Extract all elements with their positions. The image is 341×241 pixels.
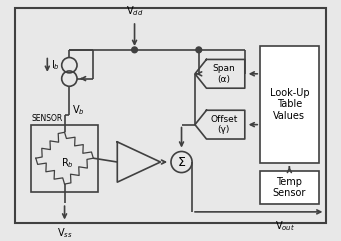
Circle shape [132,47,137,53]
Circle shape [171,152,192,173]
Polygon shape [195,60,245,88]
Polygon shape [195,110,245,139]
Text: Look-Up
Table
Values: Look-Up Table Values [270,88,309,121]
Text: Offset
(γ): Offset (γ) [210,115,237,134]
Text: V$_{out}$: V$_{out}$ [275,220,295,233]
Text: Σ: Σ [178,155,186,168]
Text: Temp
Sensor: Temp Sensor [273,177,306,198]
Text: R$_b$: R$_b$ [61,156,74,170]
Text: V$_{ss}$: V$_{ss}$ [57,226,72,240]
Polygon shape [117,142,160,182]
Text: V$_{dd}$: V$_{dd}$ [126,5,143,18]
Text: I$_b$: I$_b$ [51,58,60,72]
Bar [260,46,318,163]
Bar [31,125,98,192]
Text: V$_b$: V$_b$ [72,103,85,117]
Circle shape [62,58,77,73]
Bar [260,171,318,204]
Text: SENSOR: SENSOR [31,114,62,123]
Circle shape [62,71,77,86]
Circle shape [196,47,202,53]
Text: Span
(α): Span (α) [212,64,235,84]
